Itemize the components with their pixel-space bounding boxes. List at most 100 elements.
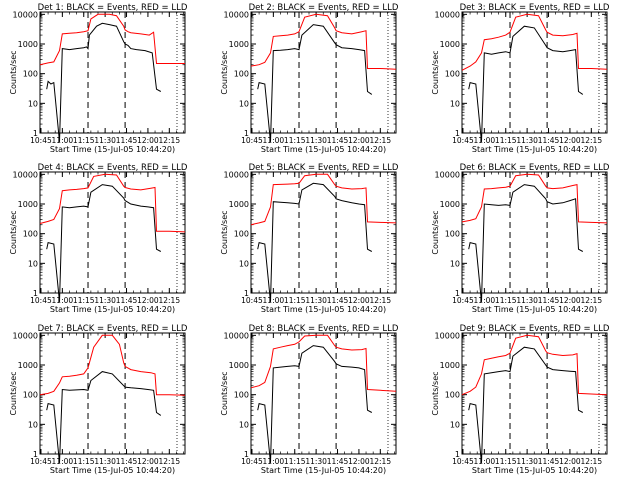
y-tick-label: 10000	[224, 10, 249, 19]
x-tick-label: 11:45	[327, 296, 349, 305]
lld-series-line	[250, 173, 397, 226]
x-tick-label: 11:15	[495, 136, 517, 145]
panel-5: 1 10 100 1000 10000 10:45 11:00 11:15 11:30 11:45…	[220, 163, 399, 314]
panel-title: Det 2: BLACK = Events, RED = LLD	[249, 3, 399, 13]
y-tick-label: 1	[455, 450, 460, 459]
y-tick-label: 1	[455, 289, 460, 298]
y-tick-label: 1000	[229, 361, 249, 370]
x-tick-label: 11:00	[263, 296, 285, 305]
lld-series-line	[461, 334, 608, 396]
y-tick-label: 1	[244, 450, 249, 459]
x-tick-label: 11:45	[327, 136, 349, 145]
y-tick-label: 10	[28, 99, 38, 108]
y-tick-label: 10000	[13, 331, 38, 340]
x-tick-label: 12:00	[348, 136, 370, 145]
y-tick-label: 10	[28, 420, 38, 429]
x-tick-label: 10:45	[452, 296, 474, 305]
y-axis-label: Counts/sec	[220, 371, 229, 415]
events-series-line	[257, 345, 373, 463]
y-tick-label: 1	[455, 129, 460, 138]
y-tick-label: 10000	[435, 170, 460, 179]
y-tick-label: 100	[234, 70, 249, 79]
x-axis-label: Start Time (15-Jul-05 10:44:20)	[472, 466, 597, 475]
y-tick-label: 100	[23, 391, 38, 400]
x-tick-label: 11:15	[73, 296, 95, 305]
y-tick-label: 10	[450, 259, 460, 268]
x-axis-label: Start Time (15-Jul-05 10:44:20)	[50, 466, 175, 475]
events-series-line	[468, 25, 584, 142]
y-tick-label: 100	[445, 70, 460, 79]
y-tick-label: 1000	[440, 361, 460, 370]
events-series-line	[257, 182, 373, 302]
x-tick-label: 11:45	[327, 457, 349, 466]
panel-9: 1 10 100 1000 10000 10:45 11:00 11:15 11:30 11:45…	[431, 324, 610, 475]
x-tick-label: 11:00	[52, 457, 74, 466]
lld-series-line	[461, 173, 608, 224]
x-tick-label: 11:00	[52, 296, 74, 305]
y-tick-label: 1000	[229, 200, 249, 209]
x-tick-label: 11:30	[305, 457, 327, 466]
y-axis-label: Counts/sec	[220, 210, 229, 254]
y-tick-label: 10000	[435, 10, 460, 19]
x-tick-label: 11:45	[116, 136, 138, 145]
x-tick-label: 11:30	[516, 296, 538, 305]
y-axis-label: Counts/sec	[220, 50, 229, 94]
y-tick-label: 1	[244, 289, 249, 298]
panel-title: Det 5: BLACK = Events, RED = LLD	[249, 163, 399, 173]
x-tick-label: 11:15	[284, 457, 306, 466]
x-tick-label: 11:00	[474, 136, 496, 145]
y-tick-label: 10000	[224, 170, 249, 179]
x-tick-label: 11:30	[305, 136, 327, 145]
x-axis-label: Start Time (15-Jul-05 10:44:20)	[261, 145, 386, 154]
x-axis-label: Start Time (15-Jul-05 10:44:20)	[261, 305, 386, 314]
panel-8: 1 10 100 1000 10000 10:45 11:00 11:15 11:30 11:45…	[220, 324, 399, 475]
x-tick-label: 12:00	[559, 296, 581, 305]
x-tick-label: 12:00	[348, 457, 370, 466]
y-axis-label: Counts/sec	[9, 210, 18, 254]
x-tick-label: 11:00	[474, 457, 496, 466]
x-tick-label: 11:30	[305, 296, 327, 305]
x-tick-label: 11:15	[284, 136, 306, 145]
y-tick-label: 100	[23, 230, 38, 239]
x-tick-label: 12:00	[137, 296, 159, 305]
x-tick-label: 11:30	[94, 136, 116, 145]
x-tick-label: 11:45	[116, 457, 138, 466]
x-tick-label: 12:15	[158, 296, 180, 305]
panel-3: 1 10 100 1000 10000 10:45 11:00 11:15 11:30 11:45…	[431, 3, 610, 154]
lld-series-line	[39, 173, 186, 233]
y-tick-label: 10000	[13, 170, 38, 179]
x-tick-label: 11:30	[94, 457, 116, 466]
x-tick-label: 12:15	[580, 296, 602, 305]
y-tick-label: 10000	[13, 10, 38, 19]
y-tick-label: 10000	[435, 331, 460, 340]
x-tick-label: 12:00	[137, 457, 159, 466]
x-tick-label: 12:00	[559, 457, 581, 466]
y-tick-label: 10	[239, 259, 249, 268]
y-tick-label: 1	[244, 129, 249, 138]
x-tick-label: 12:00	[137, 136, 159, 145]
x-axis-label: Start Time (15-Jul-05 10:44:20)	[472, 145, 597, 154]
events-series-line	[46, 371, 162, 463]
x-tick-label: 11:15	[495, 296, 517, 305]
x-tick-label: 11:45	[538, 296, 560, 305]
x-tick-label: 11:30	[94, 296, 116, 305]
x-tick-label: 12:15	[580, 457, 602, 466]
panel-title: Det 6: BLACK = Events, RED = LLD	[460, 163, 610, 173]
lld-series-line	[39, 13, 185, 66]
y-axis-label: Counts/sec	[9, 50, 18, 94]
y-tick-label: 100	[234, 391, 249, 400]
y-tick-label: 1000	[440, 200, 460, 209]
x-tick-label: 11:45	[116, 296, 138, 305]
y-tick-label: 1000	[18, 200, 38, 209]
y-tick-label: 1	[33, 450, 38, 459]
events-series-line	[468, 184, 584, 302]
x-tick-label: 11:00	[263, 457, 285, 466]
y-axis-label: Counts/sec	[9, 371, 18, 415]
events-series-line	[46, 184, 162, 302]
x-tick-label: 12:15	[369, 296, 391, 305]
panel-title: Det 4: BLACK = Events, RED = LLD	[38, 163, 188, 173]
x-tick-label: 11:00	[474, 296, 496, 305]
x-tick-label: 12:00	[559, 136, 581, 145]
x-tick-label: 10:45	[30, 296, 52, 305]
